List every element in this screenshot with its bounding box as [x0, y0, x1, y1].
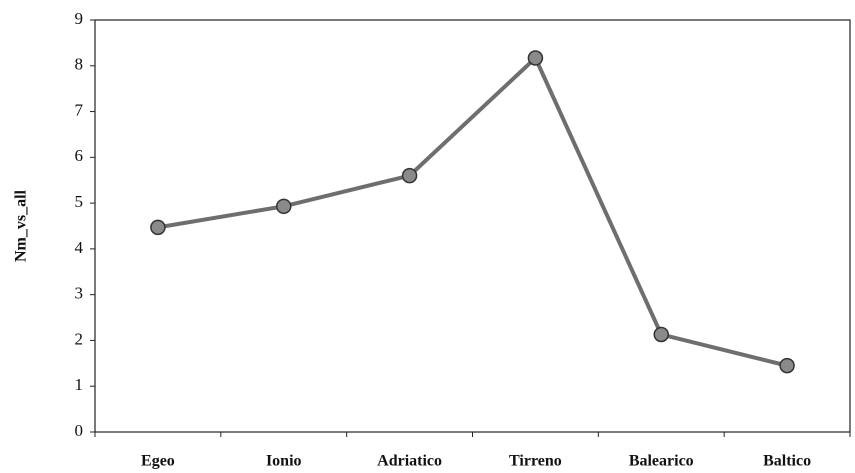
y-tick-label: 9	[75, 9, 84, 28]
y-tick-label: 3	[75, 284, 84, 303]
x-tick-label: Baltico	[763, 453, 811, 470]
x-tick-label: Ionio	[266, 453, 302, 470]
data-point	[276, 198, 292, 215]
data-point	[401, 167, 418, 184]
data-point	[653, 326, 669, 343]
data-point	[527, 50, 544, 66]
x-tick-label: Tirreno	[509, 453, 562, 470]
y-tick-label: 2	[75, 329, 84, 348]
y-tick-label: 1	[75, 375, 84, 394]
data-point	[150, 219, 166, 236]
plot-frame	[94, 19, 851, 433]
y-tick-label: 0	[75, 421, 84, 440]
x-tick-label: Egeo	[141, 453, 175, 470]
y-tick-label: 7	[75, 100, 84, 119]
y-axis-label: Nm_vs_all	[13, 189, 30, 262]
data-point	[779, 357, 795, 374]
y-tick-label: 5	[75, 192, 84, 211]
y-tick-label: 4	[75, 238, 84, 257]
data-line	[157, 55, 788, 368]
x-tick-label: Balearico	[629, 453, 694, 470]
x-tick-label: Adriatico	[377, 453, 442, 470]
y-tick-label: 6	[75, 146, 84, 165]
y-tick-label: 8	[75, 55, 84, 74]
